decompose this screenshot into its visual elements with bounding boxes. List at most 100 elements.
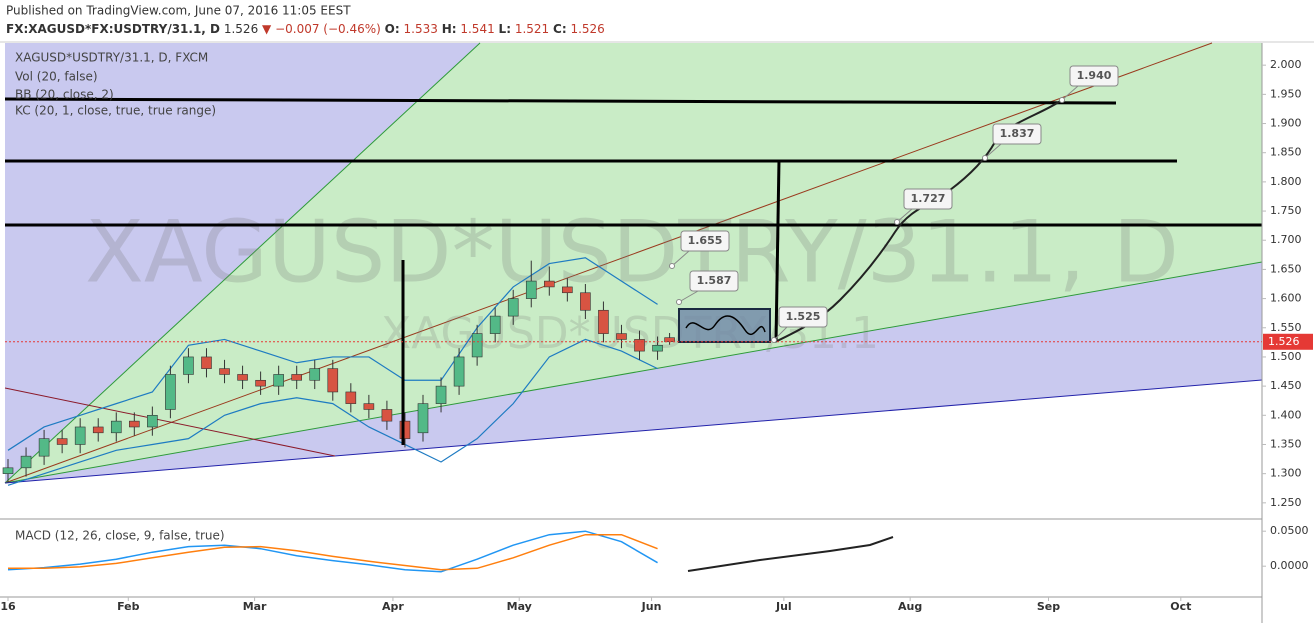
macd-projection <box>687 536 894 572</box>
y-tick-label: 1.400 <box>1270 408 1302 421</box>
candle-body <box>273 374 284 387</box>
candle-body <box>507 298 519 317</box>
fan-line <box>4 379 1263 484</box>
trend-line <box>4 387 336 457</box>
x-tick-label: Mar <box>243 600 267 613</box>
x-tick-label: Sep <box>1037 600 1060 613</box>
callout-anchor <box>1059 97 1065 103</box>
candle-body <box>219 368 230 375</box>
symbol-text: ▼ −0.007 (−0.46%) <box>262 22 381 36</box>
candle-body <box>381 409 393 422</box>
candle-body <box>165 374 176 410</box>
x-tick-label: May <box>507 600 532 613</box>
candle-body <box>74 426 86 445</box>
vertical-line <box>774 159 781 343</box>
y-tick-label: 0.0500 <box>1270 524 1309 537</box>
callout-pointer <box>984 143 1002 159</box>
indicator-label: BB (20, close, 2) <box>15 88 114 102</box>
callout-box <box>992 123 1042 145</box>
candle-body <box>92 426 104 434</box>
candle-body <box>201 356 212 369</box>
macd-line <box>8 533 658 571</box>
candle-body <box>598 309 609 334</box>
callout-pointer <box>671 250 690 267</box>
fan-line <box>4 42 481 484</box>
indicator-label: XAGUSD*USDTRY/31.1, D, FXCM <box>15 51 208 65</box>
callout-label: 1.940 <box>1077 69 1112 82</box>
indicator-label: MACD (12, 26, close, 9, false, true) <box>15 529 225 543</box>
candle-body <box>580 292 591 311</box>
y-tick-label: 1.300 <box>1270 467 1302 480</box>
symbol-text: 1.533 <box>404 22 438 36</box>
band-line <box>7 338 658 486</box>
x-tick-label: Apr <box>382 600 404 613</box>
candle-body <box>634 339 645 352</box>
y-tick-label: 1.350 <box>1270 437 1302 450</box>
symbol-text: 1.541 <box>460 22 494 36</box>
y-tick-label: 1.600 <box>1270 292 1302 305</box>
candle-body <box>129 420 140 428</box>
callout-pointer <box>1061 85 1079 101</box>
x-tick-label: Feb <box>117 600 140 613</box>
indicator-label: KC (20, 1, close, true, true range) <box>15 104 216 118</box>
symbol-text: L: <box>499 22 511 36</box>
candle-body <box>453 356 465 387</box>
callout-pointer <box>678 290 699 303</box>
symbol-text: C: <box>553 22 567 36</box>
callout-box <box>680 230 730 252</box>
last-price-label: 1.526 <box>1268 335 1300 348</box>
candle-body <box>2 467 14 474</box>
symbol-info: FX:XAGUSD*FX:USDTRY/31.1, D 1.526 ▼ −0.0… <box>6 22 605 36</box>
last-price-box <box>1263 333 1313 350</box>
callout-label: 1.727 <box>911 192 946 205</box>
x-tick-label: Aug <box>898 600 922 613</box>
symbol-text: 1.526 <box>570 22 604 36</box>
callout-anchor <box>669 263 675 269</box>
candle-body <box>38 438 50 457</box>
y-tick-label: 1.500 <box>1270 350 1302 363</box>
horizontal-line <box>4 97 1117 105</box>
y-tick-label: 1.650 <box>1270 262 1302 275</box>
candle-body <box>237 374 248 381</box>
fan-line <box>4 42 1213 484</box>
y-tick-label: 1.450 <box>1270 379 1302 392</box>
candle-body <box>56 438 68 445</box>
candle-body <box>255 379 266 387</box>
symbol-text: H: <box>442 22 457 36</box>
y-tick-label: 1.700 <box>1270 233 1302 246</box>
callout-label: 1.837 <box>1000 127 1035 140</box>
candle-body <box>363 403 375 410</box>
fan-line <box>4 261 1263 484</box>
y-tick-label: 1.750 <box>1270 204 1302 217</box>
candle-body <box>327 368 339 393</box>
y-tick-label: 1.950 <box>1270 87 1302 100</box>
pattern-wave <box>685 315 766 336</box>
candle-body <box>110 420 122 434</box>
y-tick-label: 0.0000 <box>1270 559 1309 572</box>
candle-body <box>652 344 663 352</box>
candle-body <box>309 368 321 381</box>
symbol-text: 1.526 <box>224 22 258 36</box>
candle-body <box>147 414 158 428</box>
candle-body <box>345 391 357 404</box>
pattern-box <box>678 308 771 343</box>
x-tick-label: Jun <box>641 600 662 613</box>
callout-anchor <box>894 219 900 225</box>
symbol-text: O: <box>385 22 400 36</box>
y-tick-label: 1.850 <box>1270 146 1302 159</box>
symbol-line: FX:XAGUSD*FX:USDTRY/31.1, D 1.526 ▼ −0.0… <box>6 22 605 36</box>
candle-body <box>489 315 501 334</box>
callout-pointer <box>896 208 913 223</box>
callout-box <box>689 270 739 292</box>
candle-body <box>399 420 411 439</box>
symbol-text: FX:XAGUSD*FX:USDTRY/31.1, D <box>6 22 220 36</box>
candle-body <box>20 455 32 469</box>
candle-body <box>183 356 194 375</box>
candle-body <box>435 385 447 404</box>
macd-line <box>7 530 658 573</box>
candle-body <box>664 337 675 343</box>
candle-body <box>562 286 573 294</box>
x-tick-label: Oct <box>1170 600 1191 613</box>
